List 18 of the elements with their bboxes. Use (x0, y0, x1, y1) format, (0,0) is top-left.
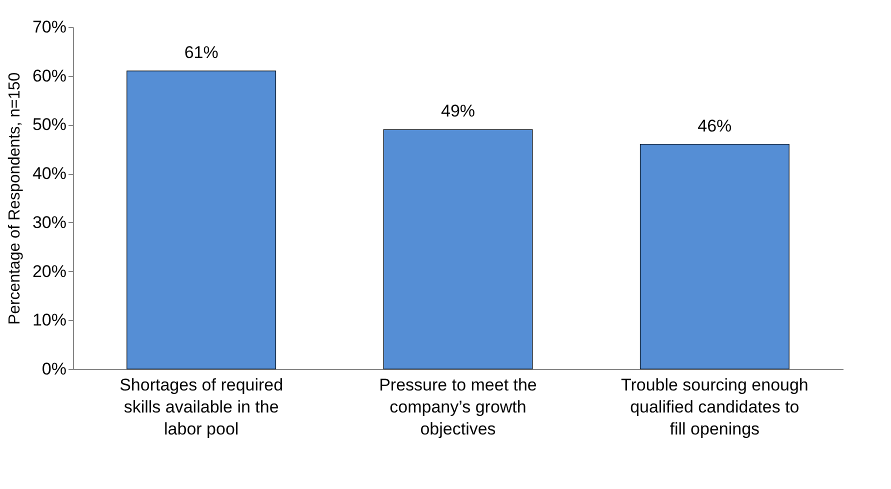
data-label: 61% (184, 42, 218, 62)
y-tick-label: 0% (42, 360, 66, 378)
data-label: 49% (440, 102, 476, 121)
y-tick-label: 40% (32, 164, 66, 184)
y-tick-label: 30% (32, 212, 66, 232)
x-tick-label: Shortages of required skills available in the labor pool (120, 376, 284, 438)
y-tick-label: 50% (32, 115, 66, 134)
y-axis-title: Percentage of Respondents, n=150 (6, 72, 24, 325)
bar (126, 70, 276, 370)
bar (383, 129, 533, 370)
y-tick-label: 10% (32, 310, 66, 330)
y-tick-label: 20% (32, 262, 66, 281)
x-tick-label: Pressure to meet the company’s growth objectives (379, 376, 537, 438)
data-label: 46% (698, 116, 732, 136)
bar (640, 144, 790, 370)
x-tick-label: Trouble sourcing enough qualified candidates to fill openings (620, 376, 808, 438)
y-tick-label: 60% (32, 66, 66, 86)
y-tick-label: 70% (32, 18, 66, 36)
